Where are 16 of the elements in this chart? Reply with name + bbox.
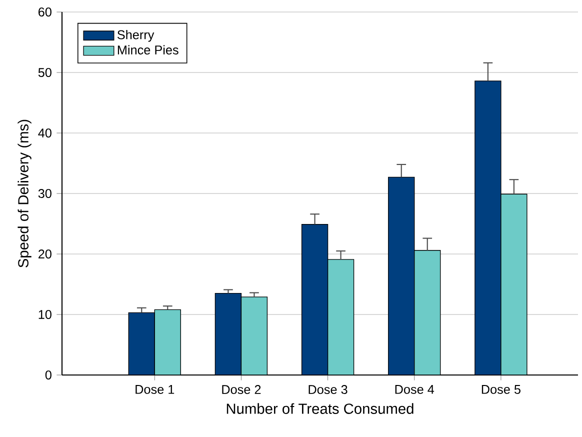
y-tick-label: 0 — [45, 370, 52, 380]
y-tick-label: 30 — [38, 189, 52, 198]
legend-label: Sherry — [117, 30, 154, 42]
y-tick-label: 40 — [38, 128, 52, 138]
y-tick-label: 10 — [38, 310, 52, 319]
x-tick-label: Dose 5 — [482, 385, 520, 394]
x-axis-title: Number of Treats Consumed — [226, 403, 414, 414]
x-tick-label: Dose 1 — [136, 385, 174, 394]
x-tick-label: Dose 2 — [222, 385, 261, 394]
y-tick-label: 20 — [38, 250, 52, 258]
x-tick-label: Dose 4 — [395, 385, 434, 394]
y-tick-label: 50 — [38, 68, 52, 77]
legend-label: Mince Pies — [118, 45, 178, 54]
y-tick-label: 60 — [38, 8, 52, 16]
y-axis-title: Speed of Delivery (ms) — [18, 120, 32, 268]
x-tick-label: Dose 3 — [308, 385, 348, 394]
